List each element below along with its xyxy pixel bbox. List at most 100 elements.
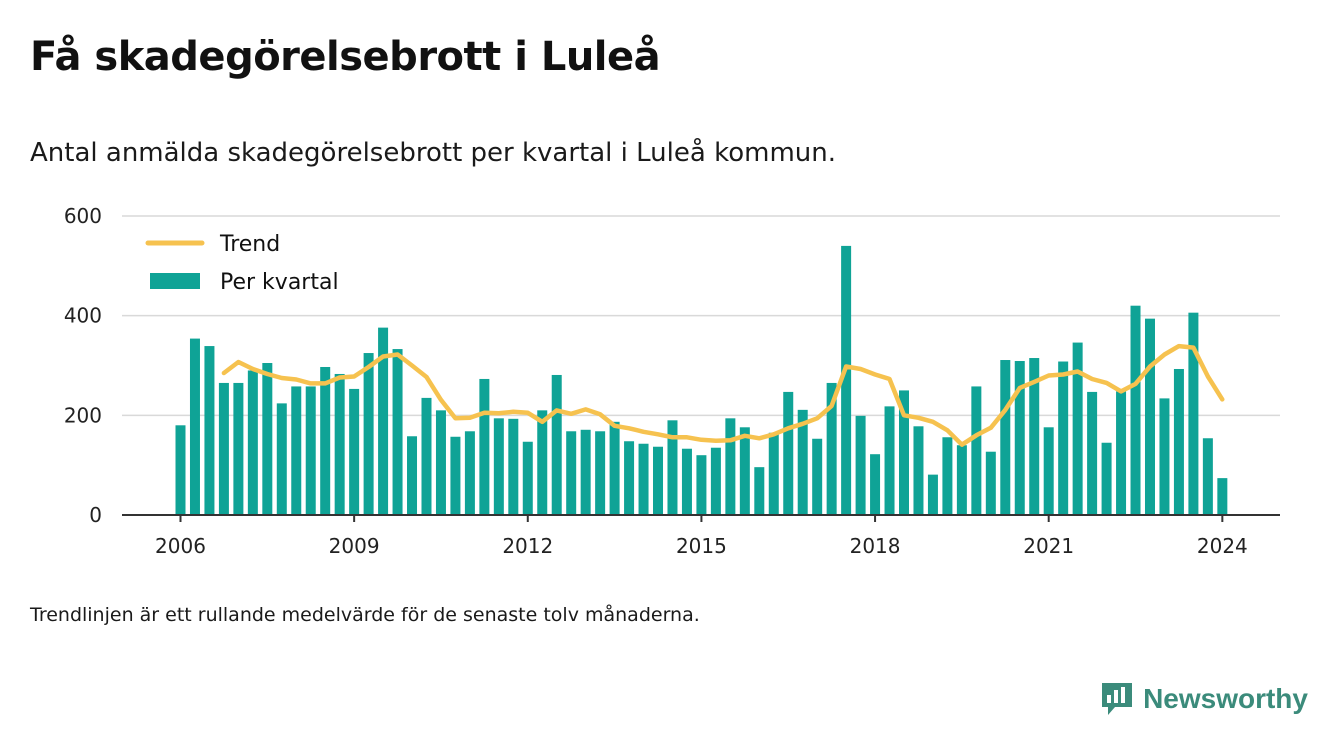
bar-per-kvartal xyxy=(1159,398,1170,515)
bars-per-kvartal xyxy=(175,245,1228,515)
bar-per-kvartal xyxy=(551,374,562,515)
bar-per-kvartal xyxy=(1173,368,1184,515)
bar-per-kvartal xyxy=(1130,305,1141,515)
bar-per-kvartal xyxy=(696,455,707,515)
bar-per-kvartal xyxy=(464,431,475,515)
newsworthy-logo-icon xyxy=(1102,683,1133,715)
bar-per-kvartal xyxy=(1043,427,1054,515)
legend-trend-label: Trend xyxy=(219,232,280,257)
bar-per-kvartal xyxy=(508,418,519,515)
bar-per-kvartal xyxy=(1217,478,1228,515)
bar-per-kvartal xyxy=(624,441,635,515)
bar-per-kvartal xyxy=(421,397,432,515)
bar-per-kvartal xyxy=(1144,318,1155,515)
bar-per-kvartal xyxy=(956,445,967,515)
bar-per-kvartal xyxy=(1101,442,1112,515)
bar-per-kvartal xyxy=(855,415,866,515)
bar-per-kvartal xyxy=(971,386,982,515)
bar-per-kvartal xyxy=(247,370,258,515)
bar-per-kvartal xyxy=(768,432,779,515)
bar-per-kvartal xyxy=(942,437,953,515)
bar-per-kvartal xyxy=(884,406,895,515)
bar-per-kvartal xyxy=(1087,391,1098,515)
bar-per-kvartal xyxy=(899,390,909,515)
y-tick-label: 0 xyxy=(89,503,102,527)
x-tick-label: 2006 xyxy=(155,534,206,558)
bar-per-kvartal xyxy=(653,446,664,515)
bar-per-kvartal xyxy=(305,386,316,515)
bar-per-kvartal xyxy=(1202,438,1213,515)
brand-logo: Newsworthy xyxy=(1099,680,1308,718)
bar-per-kvartal xyxy=(450,436,461,515)
bar-per-kvartal xyxy=(378,327,389,515)
bar-per-kvartal xyxy=(985,451,996,515)
bar-per-kvartal xyxy=(681,448,692,515)
bar-per-kvartal xyxy=(609,421,620,515)
chart-subtitle: Antal anmälda skadegörelsebrott per kvar… xyxy=(30,138,836,168)
bar-per-kvartal xyxy=(754,467,765,515)
bar-per-kvartal xyxy=(493,418,504,515)
bar-per-kvartal xyxy=(204,346,215,515)
bar-per-kvartal xyxy=(233,382,244,515)
chart-title: Få skadegörelsebrott i Luleå xyxy=(30,34,661,80)
x-tick-label: 2009 xyxy=(329,534,380,558)
bar-per-kvartal xyxy=(363,353,374,515)
bar-per-kvartal xyxy=(1029,358,1040,515)
y-tick-label: 400 xyxy=(64,304,102,328)
bar-per-kvartal xyxy=(1072,342,1083,515)
legend: Trend Per kvartal xyxy=(145,232,339,295)
bar-per-kvartal xyxy=(812,438,823,515)
bar-per-kvartal xyxy=(522,441,533,515)
bar-per-kvartal xyxy=(349,388,360,515)
axes: 0 200 400 600 2006 2009 2012 2015 2018 2021 2024 xyxy=(64,204,1280,558)
bar-per-kvartal xyxy=(262,363,273,515)
bar-per-kvartal xyxy=(537,410,548,515)
trend-line xyxy=(221,343,1225,447)
bar-per-kvartal xyxy=(870,454,881,515)
bar-per-kvartal xyxy=(1000,360,1011,515)
bar-per-kvartal xyxy=(320,366,331,515)
bar-per-kvartal xyxy=(1058,361,1069,515)
legend-bar-swatch xyxy=(150,273,200,289)
chart-note: Trendlinjen är ett rullande medelvärde f… xyxy=(30,604,700,626)
bar-per-kvartal xyxy=(595,431,606,515)
bar-per-kvartal xyxy=(725,418,736,515)
bar-per-kvartal xyxy=(913,426,924,515)
x-tick-label: 2018 xyxy=(850,534,901,558)
bar-per-kvartal xyxy=(710,447,721,515)
bar-per-kvartal xyxy=(479,378,490,515)
bar-per-kvartal xyxy=(276,403,287,515)
bar-per-kvartal xyxy=(175,425,186,515)
bar-per-kvartal xyxy=(580,429,591,515)
bar-per-kvartal xyxy=(407,436,418,515)
bar-per-kvartal xyxy=(826,382,837,515)
bar-per-kvartal xyxy=(291,386,302,515)
x-tick-label: 2021 xyxy=(1023,534,1074,558)
bar-per-kvartal xyxy=(638,443,649,515)
bar-per-kvartal xyxy=(566,431,577,515)
bar-per-kvartal xyxy=(1116,391,1127,515)
bar-per-kvartal xyxy=(667,420,678,515)
bar-per-kvartal xyxy=(189,338,200,515)
bar-per-kvartal xyxy=(392,349,403,515)
bar-per-kvartal xyxy=(797,409,808,515)
y-tick-label: 200 xyxy=(64,403,102,427)
x-tick-label: 2015 xyxy=(676,534,727,558)
x-tick-label: 2012 xyxy=(502,534,553,558)
y-tick-label: 600 xyxy=(64,204,102,228)
brand-name: Newsworthy xyxy=(1143,683,1308,714)
bar-per-kvartal xyxy=(1188,312,1199,515)
bar-per-kvartal xyxy=(334,373,345,515)
bar-per-kvartal xyxy=(841,245,852,515)
bar-per-kvartal xyxy=(783,391,794,515)
bar-per-kvartal xyxy=(927,474,938,515)
legend-bar-label: Per kvartal xyxy=(220,270,339,295)
trend-layer xyxy=(221,343,1225,447)
gridlines xyxy=(122,215,1280,417)
bar-per-kvartal xyxy=(218,382,229,515)
bar-per-kvartal xyxy=(435,410,446,515)
bar-per-kvartal xyxy=(739,427,750,515)
bar-per-kvartal xyxy=(1014,361,1025,515)
x-tick-label: 2024 xyxy=(1197,534,1248,558)
